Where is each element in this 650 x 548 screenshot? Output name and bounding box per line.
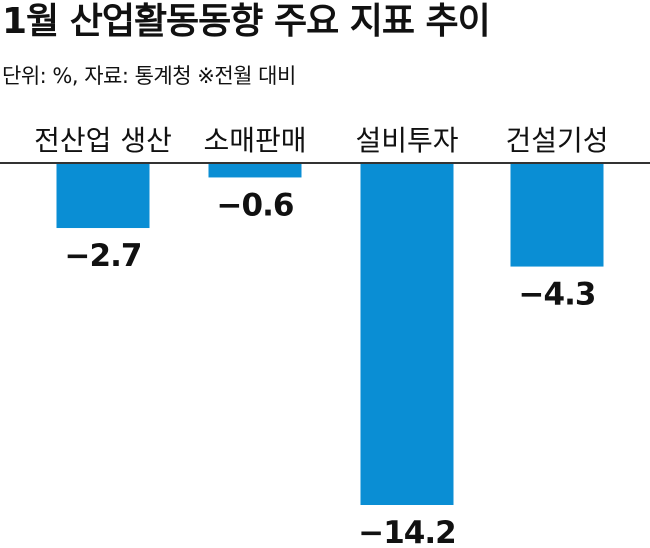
category-label-1: 소매판매	[203, 124, 306, 157]
value-label-3: −4.3	[519, 277, 596, 313]
value-label-2: −14.2	[358, 515, 455, 548]
value-label-0: −2.7	[65, 238, 142, 274]
bar-1	[208, 163, 302, 178]
chart-subtitle: 단위: %, 자료: 통계청 ※전월 대비	[2, 64, 296, 88]
bars-layer	[56, 163, 604, 505]
value-label-1: −0.6	[217, 187, 294, 223]
category-label-0: 전산업 생산	[34, 124, 172, 157]
labels-layer: 전산업 생산 −2.7 소매판매 −0.6 설비투자 −14.2 건설기성 −4.3	[34, 124, 608, 548]
category-label-2: 설비투자	[355, 124, 458, 157]
bar-0	[56, 163, 150, 229]
bar-3	[510, 163, 604, 267]
category-label-3: 건설기성	[505, 124, 608, 157]
chart-title: 1월 산업활동동향 주요 지표 추이	[2, 1, 491, 42]
bar-2	[360, 163, 454, 505]
